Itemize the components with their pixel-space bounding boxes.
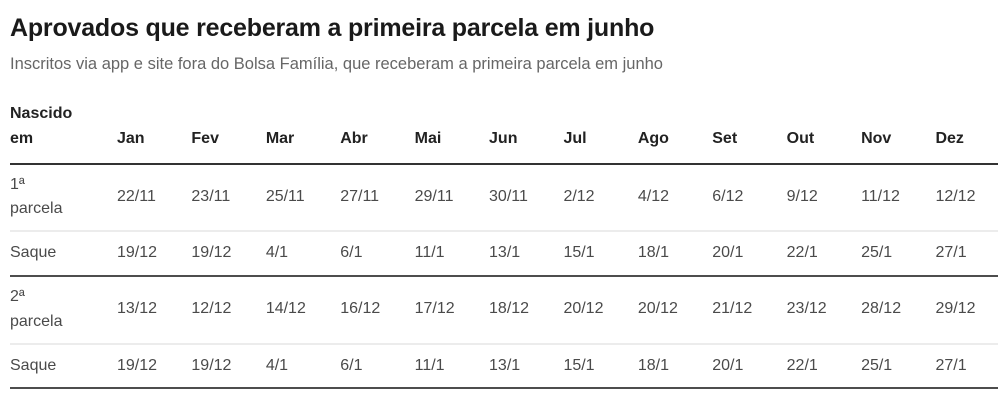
table-header: Nascido em Jan Fev Mar Abr Mai Jun Jul Ago Set Out… xyxy=(10,96,998,164)
table-cell: 19/12 xyxy=(191,356,232,374)
table-cell: 4/12 xyxy=(637,187,669,205)
table-cell: 25/1 xyxy=(861,244,893,262)
row-label: Saque xyxy=(10,356,57,374)
table-cell: 18/12 xyxy=(489,300,530,318)
month-column-header: Abr xyxy=(340,129,368,147)
month-column-header: Set xyxy=(712,129,738,147)
month-column-header: Out xyxy=(786,129,815,147)
table-cell: 9/12 xyxy=(786,187,818,205)
table-cell: 2/12 xyxy=(563,187,595,205)
table-cell: 29/11 xyxy=(414,187,454,205)
table-cell: 25/11 xyxy=(265,187,305,205)
table-cell: 12/12 xyxy=(935,187,976,205)
table-cell: 25/1 xyxy=(861,356,893,374)
table-cell: 27/1 xyxy=(935,356,967,374)
table-cell: 21/12 xyxy=(712,300,753,318)
month-column-header: Mar xyxy=(265,129,295,147)
row-label: 1ª parcela xyxy=(10,175,63,218)
table-cell: 20/1 xyxy=(712,244,744,262)
table-cell: 6/1 xyxy=(340,244,363,262)
table-row: Saque 19/12 19/12 4/1 6/1 11/1 13/1 15/1 18/1 20/… xyxy=(10,344,998,389)
table-cell: 29/12 xyxy=(935,300,976,318)
table-cell: 22/11 xyxy=(117,187,156,205)
table-cell: 22/1 xyxy=(786,356,818,374)
table-cell: 13/12 xyxy=(117,300,158,318)
table-cell: 20/12 xyxy=(563,300,604,318)
table-cell: 23/12 xyxy=(786,300,827,318)
table-cell: 13/1 xyxy=(489,244,521,262)
table-cell: 12/12 xyxy=(191,300,232,318)
table-cell: 27/1 xyxy=(935,244,967,262)
table-cell: 17/12 xyxy=(414,300,455,318)
table-cell: 6/12 xyxy=(712,187,744,205)
table-cell: 11/1 xyxy=(414,244,445,262)
page-subtitle: Inscritos via app e site fora do Bolsa F… xyxy=(10,55,663,73)
table-cell: 4/1 xyxy=(265,244,289,262)
table-cell: 28/12 xyxy=(861,300,902,318)
table-cell: 19/12 xyxy=(117,244,158,262)
header-row: Nascido em Jan Fev Mar Abr Mai Jun Jul Ago Set Out… xyxy=(10,96,998,164)
table-cell: 27/11 xyxy=(340,187,380,205)
table-cell: 22/1 xyxy=(786,244,818,262)
table-cell: 6/1 xyxy=(340,356,363,374)
table-cell: 20/1 xyxy=(712,356,744,374)
table-cell: 13/1 xyxy=(489,356,521,374)
table-cell: 30/11 xyxy=(489,187,528,205)
row-label: 2ª parcela xyxy=(10,287,63,330)
month-column-header: Nov xyxy=(861,129,892,147)
month-column-header: Fev xyxy=(191,129,219,147)
page-title: Aprovados que receberam a primeira parce… xyxy=(10,14,655,42)
table-cell: 15/1 xyxy=(563,244,595,262)
table-cell: 18/1 xyxy=(637,244,669,262)
month-column-header: Mai xyxy=(414,129,442,147)
table-cell: 11/12 xyxy=(861,187,900,205)
table-cell: 16/12 xyxy=(340,300,381,318)
table-row: Saque 19/12 19/12 4/1 6/1 11/1 13/1 15/1 18/1 20/… xyxy=(10,231,998,276)
schedule-table: Nascido em Jan Fev Mar Abr Mai Jun Jul Ago Set Out… xyxy=(10,96,998,389)
table-cell: 15/1 xyxy=(563,356,595,374)
table-cell: 23/11 xyxy=(191,187,231,205)
table-row: 1ª parcela 22/11 23/11 25/11 27/11 29/11 30/11… xyxy=(10,164,998,232)
table-cell: 4/1 xyxy=(265,356,289,374)
table-body: 1ª parcela 22/11 23/11 25/11 27/11 29/11 30/11… xyxy=(10,164,998,389)
row-label: Saque xyxy=(10,244,57,262)
table-cell: 14/12 xyxy=(265,300,306,318)
table-cell: 20/12 xyxy=(637,300,678,318)
row-label-column-header: Nascido em xyxy=(10,105,73,147)
table-row: 2ª parcela 13/12 12/12 14/12 16/12 17/12 18/12… xyxy=(10,276,998,344)
month-column-header: Ago xyxy=(637,129,669,147)
month-column-header: Dez xyxy=(935,129,964,147)
month-column-header: Jun xyxy=(489,129,518,147)
month-column-header: Jul xyxy=(563,129,587,147)
table-cell: 19/12 xyxy=(117,356,158,374)
month-column-header: Jan xyxy=(117,129,145,147)
table-cell: 11/1 xyxy=(414,356,445,374)
table-cell: 19/12 xyxy=(191,244,232,262)
table-cell: 18/1 xyxy=(637,356,669,374)
